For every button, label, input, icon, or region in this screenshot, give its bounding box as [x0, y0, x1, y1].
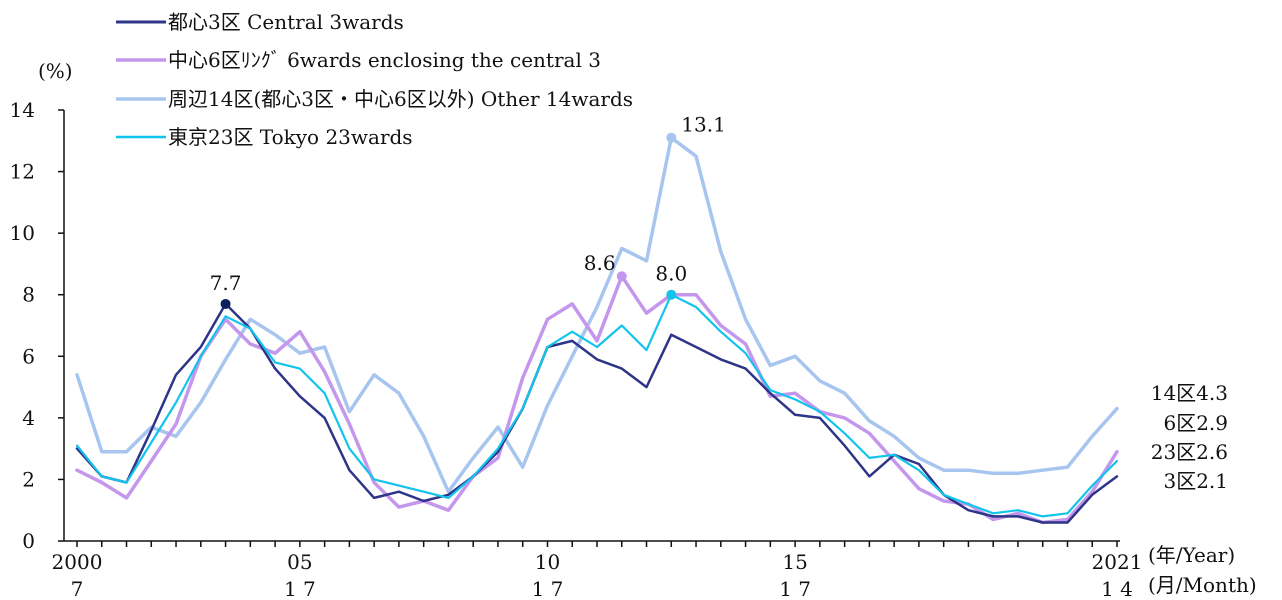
x-tick-year-label: 10 — [535, 550, 560, 574]
end-label-ring6: 6区2.9 — [1163, 411, 1228, 435]
x-tick-year-label: 2000 — [52, 550, 103, 574]
x-tick-year-label: 05 — [287, 550, 312, 574]
legend-label-tokyo23: 東京23区 Tokyo 23wards — [168, 125, 413, 149]
x-tick-group: 2000 7 05 1 7 10 1 7 15 1 7 2021 1 4 — [52, 541, 1143, 600]
legend-label-other14: 周辺14区(都心3区・中心6区以外) Other 14wards — [168, 87, 633, 111]
y-tick-label: 12 — [10, 160, 35, 184]
x-axis-month-caption: (月/Month) — [1148, 573, 1257, 597]
y-axis-unit: (%) — [38, 59, 73, 83]
x-axis-year-caption: (年/Year) — [1148, 543, 1235, 567]
annotation-group: 7.7 8.6 13.1 8.0 — [210, 113, 726, 309]
x-tick-year-label: 2021 — [1092, 550, 1143, 574]
series-line-tokyo23 — [75, 293, 1119, 518]
y-tick-label: 6 — [22, 344, 35, 368]
peak-marker — [616, 271, 627, 282]
peak-value-label: 7.7 — [210, 271, 242, 295]
y-tick-label: 14 — [10, 98, 35, 122]
series-line-ring6 — [75, 274, 1119, 525]
end-label-central3: 3区2.1 — [1163, 469, 1228, 493]
legend-label-ring6: 中心6区ﾘﾝｸﾞ 6wards enclosing the central 3 — [168, 48, 601, 72]
y-tick-group: 0 2 4 6 8 10 12 14 — [10, 98, 64, 553]
peak-marker — [666, 132, 677, 143]
legend: 都心3区 Central 3wards 中心6区ﾘﾝｸﾞ 6wards encl… — [116, 10, 633, 149]
end-label-other14: 14区4.3 — [1151, 381, 1228, 405]
x-tick-month-label: 1 4 — [1101, 577, 1133, 600]
x-tick-month-label: 1 7 — [779, 577, 811, 600]
y-tick-label: 10 — [10, 221, 35, 245]
peak-value-label: 8.6 — [584, 251, 616, 275]
series-group — [75, 135, 1119, 525]
peak-value-label: 13.1 — [681, 113, 726, 137]
x-tick-month-label: 1 7 — [284, 577, 316, 600]
peak-marker — [666, 289, 677, 300]
y-tick-label: 0 — [22, 529, 35, 553]
y-tick-label: 4 — [22, 406, 35, 430]
series-line-other14 — [75, 135, 1119, 494]
x-tick-month-label: 7 — [71, 577, 84, 600]
y-tick-label: 8 — [22, 283, 35, 307]
x-tick-year-label: 15 — [782, 550, 807, 574]
legend-label-central3: 都心3区 Central 3wards — [168, 10, 404, 34]
peak-value-label: 8.0 — [655, 262, 687, 286]
peak-marker — [220, 298, 231, 309]
end-label-tokyo23: 23区2.6 — [1151, 440, 1228, 464]
x-tick-month-label: 1 7 — [532, 577, 564, 600]
y-tick-label: 2 — [22, 467, 35, 491]
